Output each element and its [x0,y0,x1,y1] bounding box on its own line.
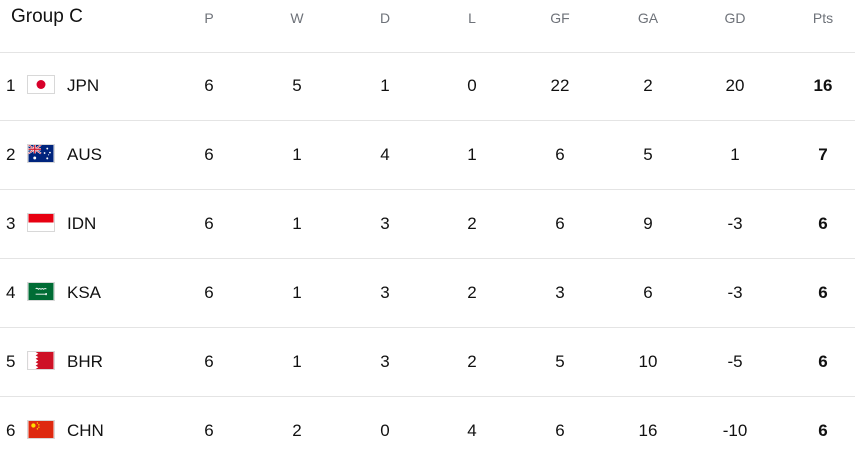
goals-for-value: 5 [555,352,565,371]
goals-for-value: 3 [555,283,565,302]
team-name[interactable]: JPN [67,76,100,95]
goals-for-value: 6 [555,214,565,233]
points-value: 7 [818,145,828,164]
won-value: 2 [292,421,302,440]
team-name[interactable]: BHR [67,352,103,371]
australia-flag-icon [27,144,55,163]
lost-value: 2 [467,283,477,302]
column-header-points: Pts [812,10,834,26]
table-header: Group C P W D L GF GA GD Pts [0,0,855,53]
position: 3 [6,214,16,233]
drawn-value: 4 [380,145,390,164]
column-header-won: W [290,10,304,26]
goals-for-value: 6 [555,145,565,164]
played-value: 6 [204,283,214,302]
played-value: 6 [204,214,214,233]
position: 1 [6,76,16,95]
position: 4 [6,283,16,302]
column-header-drawn: D [379,10,391,26]
table-row[interactable]: 4 KSA 6 1 3 2 3 6 -3 6 [0,259,855,328]
goal-difference-value: -5 [727,352,743,371]
china-flag-icon [27,420,55,439]
team-name[interactable]: KSA [67,283,102,302]
goal-difference-value: -3 [727,214,743,233]
column-header-played: P [204,10,214,26]
lost-value: 0 [467,76,477,95]
lost-value: 1 [467,145,477,164]
lost-value: 2 [467,352,477,371]
indonesia-flag-icon [27,213,55,232]
goal-difference-value: -3 [727,283,743,302]
points-value: 6 [818,421,828,440]
table-row[interactable]: 2 AUS 6 1 4 1 6 5 1 7 [0,121,855,190]
goals-against-value: 16 [638,421,658,440]
japan-flag-icon [27,75,55,94]
team-name[interactable]: AUS [67,145,102,164]
team-name[interactable]: CHN [67,421,104,440]
table-row[interactable]: 1 JPN 6 5 1 0 22 2 20 16 [0,52,855,121]
column-header-lost: L [468,10,476,26]
table-row[interactable]: 5 BHR 6 1 3 2 5 10 -5 6 [0,328,855,397]
bahrain-flag-icon [27,351,55,370]
goal-difference-value: 1 [730,145,740,164]
position: 2 [6,145,16,164]
goals-for-value: 6 [555,421,565,440]
column-header-goal-difference: GD [724,10,746,26]
goal-difference-value: 20 [725,76,745,95]
column-header-goals-for: GF [550,10,570,26]
goals-against-value: 2 [643,76,653,95]
won-value: 1 [292,352,302,371]
position: 5 [6,352,16,371]
saudi-arabia-flag-icon [27,282,55,301]
lost-value: 2 [467,214,477,233]
group-title: Group C [11,6,83,27]
lost-value: 4 [467,421,477,440]
points-value: 6 [818,352,828,371]
goals-against-value: 10 [638,352,658,371]
won-value: 5 [292,76,302,95]
played-value: 6 [204,76,214,95]
drawn-value: 3 [380,352,390,371]
points-value: 6 [818,214,828,233]
drawn-value: 3 [380,283,390,302]
played-value: 6 [204,352,214,371]
team-name[interactable]: IDN [67,214,97,233]
won-value: 1 [292,283,302,302]
goals-against-value: 6 [643,283,653,302]
goals-against-value: 5 [643,145,653,164]
points-value: 6 [818,283,828,302]
drawn-value: 0 [380,421,390,440]
goals-against-value: 9 [643,214,653,233]
played-value: 6 [204,145,214,164]
goals-for-value: 22 [550,76,570,95]
played-value: 6 [204,421,214,440]
won-value: 1 [292,145,302,164]
points-value: 16 [813,76,833,95]
table-row[interactable]: 3 IDN 6 1 3 2 6 9 -3 6 [0,190,855,259]
column-header-goals-against: GA [637,10,659,26]
goal-difference-value: -10 [722,421,748,440]
drawn-value: 3 [380,214,390,233]
table-row[interactable]: 6 CHN 6 2 0 4 6 16 -10 6 [0,397,855,451]
drawn-value: 1 [380,76,390,95]
won-value: 1 [292,214,302,233]
position: 6 [6,421,16,440]
